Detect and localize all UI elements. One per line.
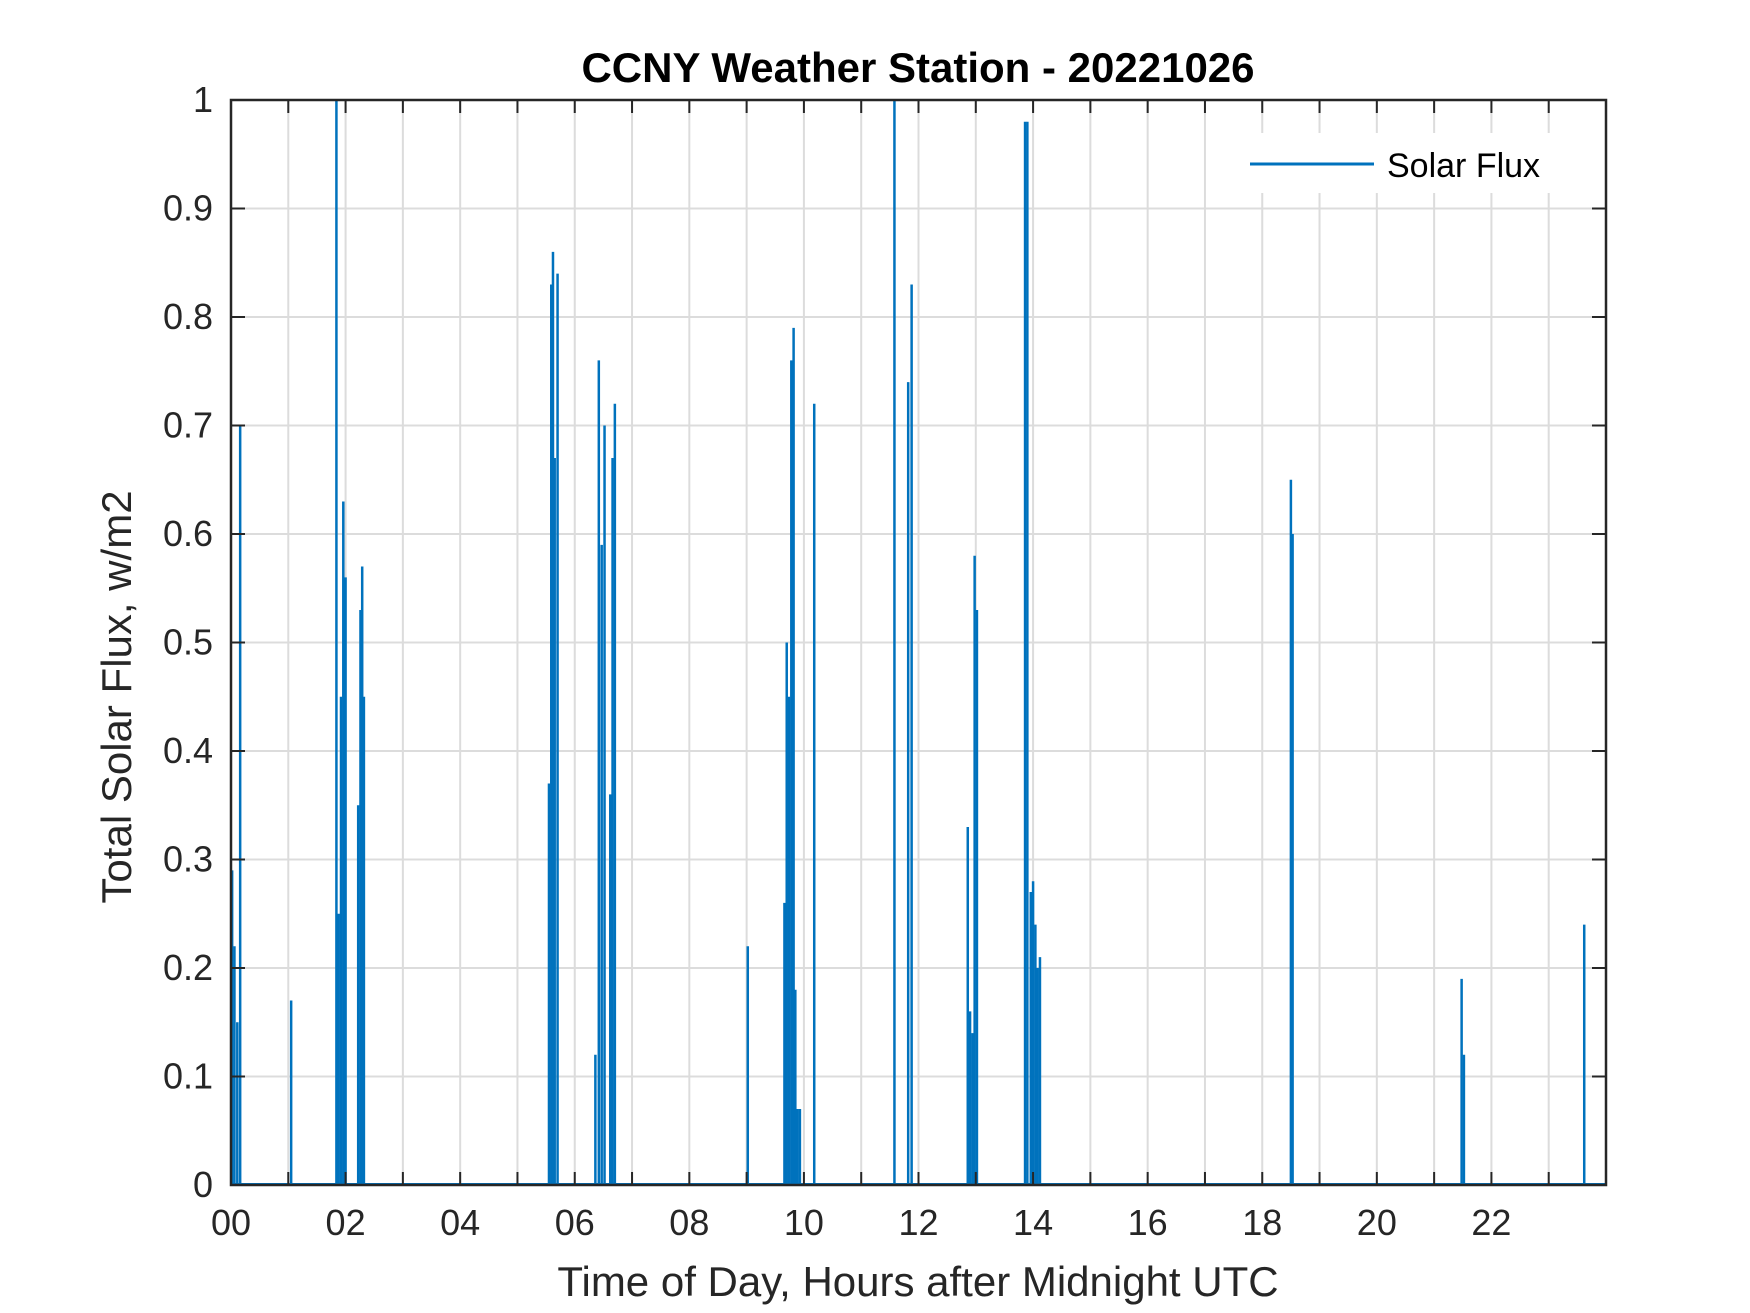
series-layer (230, 100, 1606, 1185)
x-tick-label: 22 (1471, 1202, 1511, 1243)
y-axis-label: Total Solar Flux, w/m2 (93, 490, 140, 903)
tick-layer: 00 02 04 06 08 10 12 14 16 18 20 22 0 0.1 0.2 0.3 0.4 0.5… (163, 79, 1607, 1243)
x-tick-label: 12 (898, 1202, 938, 1243)
y-tick-label: 0.5 (163, 622, 213, 663)
x-tick-label: 20 (1357, 1202, 1397, 1243)
x-tick-label: 14 (1013, 1202, 1053, 1243)
y-tick-label: 0.1 (163, 1056, 213, 1097)
y-tick-label: 0.7 (163, 405, 213, 446)
x-tick-label: 02 (326, 1202, 366, 1243)
x-tick-label: 10 (784, 1202, 824, 1243)
x-tick-label: 08 (669, 1202, 709, 1243)
chart-title: CCNY Weather Station - 20221026 (581, 44, 1254, 91)
y-tick-label: 0.4 (163, 730, 213, 771)
legend: Solar Flux (1232, 133, 1562, 193)
y-tick-label: 0.2 (163, 947, 213, 988)
x-tick-label: 18 (1242, 1202, 1282, 1243)
y-tick-label: 0 (193, 1164, 213, 1205)
x-tick-label: 06 (555, 1202, 595, 1243)
y-tick-label: 0.6 (163, 513, 213, 554)
y-tick-label: 0.3 (163, 839, 213, 880)
x-tick-label: 00 (211, 1202, 251, 1243)
legend-label-solar-flux: Solar Flux (1387, 147, 1540, 185)
x-tick-label: 16 (1128, 1202, 1168, 1243)
y-tick-label: 1 (193, 79, 213, 120)
x-tick-label: 04 (440, 1202, 480, 1243)
y-tick-label: 0.8 (163, 296, 213, 337)
y-tick-label: 0.9 (163, 188, 213, 229)
x-axis-label: Time of Day, Hours after Midnight UTC (557, 1258, 1278, 1305)
